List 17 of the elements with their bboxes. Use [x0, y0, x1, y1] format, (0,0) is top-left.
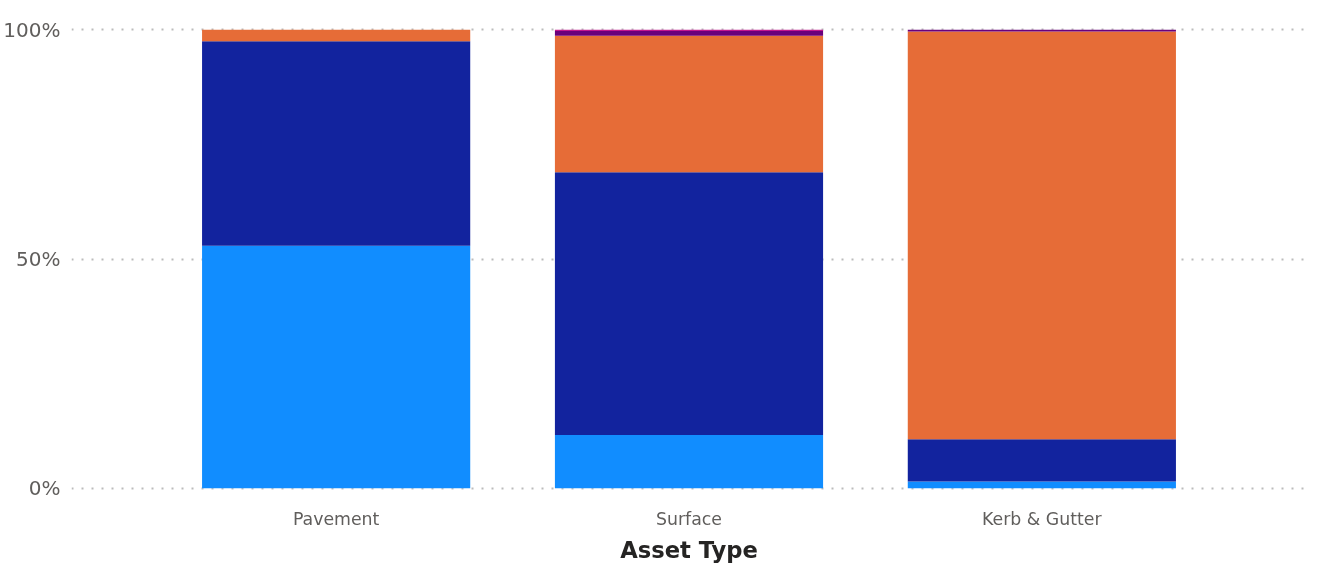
bar [202, 29, 471, 42]
bar [554, 35, 824, 173]
bar [907, 439, 1176, 482]
bar [554, 172, 824, 436]
bar [202, 41, 471, 246]
y-tick-label: 50% [16, 247, 61, 271]
bar [202, 245, 471, 489]
y-tick-label: 100% [3, 17, 61, 42]
bar [907, 481, 1176, 489]
x-axis-title: Asset Type [620, 536, 758, 563]
x-tick-label: Surface [655, 508, 723, 529]
bar [554, 31, 824, 36]
x-tick-label: Pavement [292, 508, 380, 529]
bar [554, 435, 824, 489]
x-tick-label: Kerb & Gutter [982, 508, 1103, 529]
bar [907, 31, 1176, 440]
y-tick-label: 0% [28, 476, 61, 501]
